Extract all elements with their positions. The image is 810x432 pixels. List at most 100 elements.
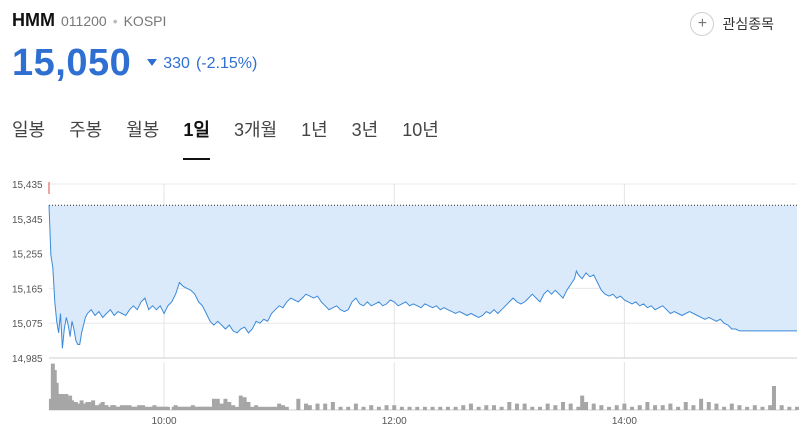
price-row: 15,050 330 (-2.15%) <box>12 42 257 85</box>
volume-bar <box>522 403 527 410</box>
volume-bar <box>545 403 550 410</box>
volume-bar <box>637 405 642 410</box>
volume-bar <box>338 406 343 410</box>
volume-bar <box>307 405 312 410</box>
plus-icon: + <box>690 12 715 36</box>
volume-bar <box>476 406 481 410</box>
volume-bar <box>507 402 512 410</box>
separator-dot: • <box>112 13 118 29</box>
volume-bar <box>261 406 266 410</box>
volume-bar <box>514 403 519 410</box>
price-change-percent: (-2.15%) <box>195 54 258 72</box>
volume-bar <box>215 398 220 410</box>
volume-bar <box>81 403 86 410</box>
volume-bar <box>208 406 213 410</box>
price-area <box>49 205 797 349</box>
volume-bar <box>384 405 389 410</box>
tab-3years[interactable]: 3년 <box>351 120 379 140</box>
volume-bar <box>453 406 458 410</box>
volume-bar <box>346 406 351 410</box>
volume-bar <box>484 405 489 410</box>
volume-bar <box>699 398 704 410</box>
volume-bar <box>165 406 170 410</box>
y-tick-label: 15,255 <box>12 250 43 261</box>
volume-bar <box>580 395 585 410</box>
volume-bar <box>227 402 232 410</box>
volume-bar <box>691 405 696 410</box>
volume-bar <box>668 403 673 410</box>
period-tabs: 일봉 주봉 월봉 1일 3개월 1년 3년 10년 <box>0 112 451 160</box>
volume-bar <box>779 405 784 410</box>
volume-bar <box>277 403 282 410</box>
volume-bar <box>599 405 604 410</box>
price-change: 330 <box>163 54 190 72</box>
volume-bar <box>622 403 627 410</box>
volume-bar <box>257 406 262 410</box>
volume-bar <box>745 406 750 410</box>
volume-bar <box>561 402 566 410</box>
volume-bar <box>323 403 328 410</box>
volume-bar <box>392 405 397 410</box>
tab-10years[interactable]: 10년 <box>402 120 439 140</box>
y-tick-label: 15,435 <box>12 180 43 191</box>
volume-bar <box>91 400 96 410</box>
current-price: 15,050 <box>12 42 132 84</box>
volume-bar <box>576 406 581 410</box>
volume-bar <box>211 398 216 410</box>
intraday-price-chart: 15,435 15,345 15,255 15,165 15,075 14,985 10:0… <box>12 180 799 427</box>
volume-bar <box>104 405 109 410</box>
volume-bar <box>265 406 270 410</box>
volume-bar <box>722 406 727 410</box>
volume-bar <box>584 402 589 410</box>
volume-bar <box>369 405 374 410</box>
volume-bar <box>591 403 596 410</box>
volume-bar <box>653 405 658 410</box>
volume-bar <box>729 403 734 410</box>
tab-1year[interactable]: 1년 <box>301 120 328 140</box>
tab-1day[interactable]: 1일 <box>171 112 222 160</box>
volume-bar <box>284 406 289 410</box>
x-tick-label: 14:00 <box>612 416 637 427</box>
volume-bar <box>737 405 742 410</box>
volume-bar <box>415 406 420 410</box>
volume-bar <box>553 405 558 410</box>
volume-bar <box>537 406 542 410</box>
volume-bar <box>273 406 278 410</box>
volume-bar <box>714 403 719 410</box>
volume-bar <box>219 403 224 410</box>
volume-bar <box>223 398 228 410</box>
volume-bar <box>683 402 688 410</box>
tab-3months[interactable]: 3개월 <box>233 120 278 140</box>
volume-bar <box>787 406 792 410</box>
volume-bar <box>499 406 504 410</box>
volume-bar <box>361 406 366 410</box>
add-favorite-label: 관심종목 <box>722 16 774 32</box>
volume-bar <box>376 406 381 410</box>
add-favorite-button[interactable]: + 관심종목 <box>690 12 774 36</box>
tab-monthly[interactable]: 월봉 <box>126 120 160 140</box>
y-tick-label: 15,345 <box>12 215 43 226</box>
volume-bar <box>760 406 765 410</box>
tab-weekly[interactable]: 주봉 <box>69 120 103 140</box>
volume-bar <box>422 406 427 410</box>
volume-bar <box>630 406 635 410</box>
volume-bar <box>752 405 757 410</box>
volume-bar <box>250 406 255 410</box>
stock-header: HMM 011200 • KOSPI <box>12 10 166 31</box>
y-tick-label: 15,165 <box>12 284 43 295</box>
volume-bar <box>269 406 274 410</box>
volume-bar <box>254 405 259 410</box>
volume-bar <box>246 402 251 410</box>
volume-bar <box>491 405 496 410</box>
price-line <box>48 205 797 349</box>
stock-name: HMM <box>12 10 55 30</box>
volume-bar <box>280 405 285 410</box>
volume-bar <box>399 406 404 410</box>
tab-daily[interactable]: 일봉 <box>12 120 46 140</box>
volume-bar <box>296 398 301 410</box>
volume-bar <box>234 406 239 410</box>
volume-bar <box>407 406 412 410</box>
volume-bar <box>438 406 443 410</box>
down-arrow-icon <box>147 59 158 66</box>
volume-bar <box>660 405 665 410</box>
